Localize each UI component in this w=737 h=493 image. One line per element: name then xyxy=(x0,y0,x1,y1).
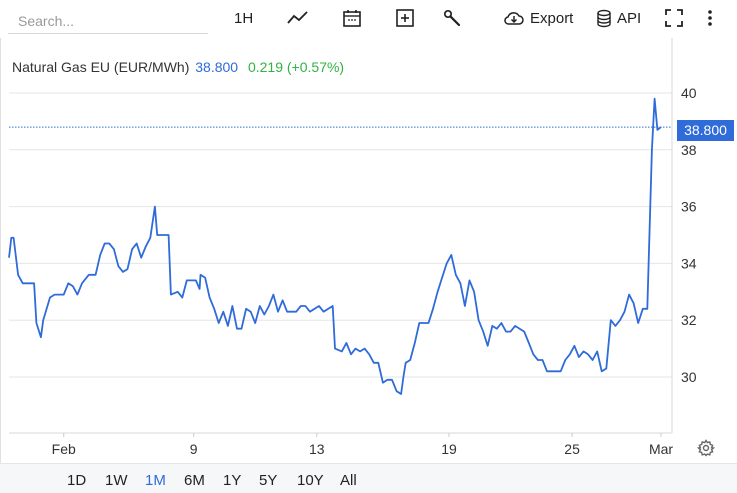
y-tick-label: 38 xyxy=(681,142,697,158)
x-tick-label: 25 xyxy=(564,441,580,457)
fullscreen-icon xyxy=(665,9,683,27)
range-6m-button[interactable]: 6M xyxy=(184,472,205,489)
date-range-button[interactable] xyxy=(342,6,362,30)
range-1d-button[interactable]: 1D xyxy=(67,472,87,489)
api-button[interactable]: API xyxy=(596,6,641,30)
x-tick-label: 13 xyxy=(309,441,325,457)
calendar-icon xyxy=(343,10,361,27)
add-indicator-button[interactable] xyxy=(395,6,415,30)
chart-grid xyxy=(9,92,672,378)
last-price-tag: 38.800 xyxy=(677,120,734,141)
range-1m-button[interactable]: 1M xyxy=(145,472,166,489)
chart-type-button[interactable] xyxy=(287,6,309,30)
toolbar: 1H Export xyxy=(0,0,737,38)
range-1y-button[interactable]: 1Y xyxy=(223,472,242,489)
price-change: 0.219 (+0.57%) xyxy=(247,59,345,75)
more-vertical-icon xyxy=(708,10,712,26)
cloud-download-icon xyxy=(504,12,524,25)
y-tick-label: 32 xyxy=(681,312,697,328)
y-tick-label: 36 xyxy=(681,199,697,215)
x-tick-label: 19 xyxy=(441,441,457,457)
x-tick-label: 9 xyxy=(190,441,198,457)
x-axis: Feb 9 13 19 25 Mar xyxy=(9,432,673,457)
api-label: API xyxy=(617,9,642,27)
export-label: Export xyxy=(530,9,574,27)
interval-label: 1H xyxy=(234,9,254,27)
wrench-icon xyxy=(443,9,461,27)
tools-button[interactable] xyxy=(442,6,462,30)
x-tick-label: Feb xyxy=(52,441,76,457)
y-tick-label: 34 xyxy=(681,255,697,271)
price-series-line xyxy=(8,97,662,395)
range-10y-button[interactable]: 10Y xyxy=(297,472,324,489)
instrument-name: Natural Gas EU (EUR/MWh) xyxy=(12,59,190,75)
range-5y-button[interactable]: 5Y xyxy=(259,472,278,489)
y-tick-label: 30 xyxy=(681,369,697,385)
export-button[interactable]: Export xyxy=(503,6,573,30)
gear-icon[interactable] xyxy=(697,439,715,457)
price-chart[interactable]: Feb 9 13 19 25 Mar 30 32 34 36 38 40 xyxy=(0,0,737,463)
range-1w-button[interactable]: 1W xyxy=(105,472,128,489)
last-price: 38.800 xyxy=(195,59,239,75)
line-chart-icon xyxy=(287,11,308,24)
y-tick-label: 40 xyxy=(681,85,697,101)
instrument-header: Natural Gas EU (EUR/MWh) 38.800 0.219 (+… xyxy=(12,59,344,75)
more-options-button[interactable] xyxy=(705,6,715,30)
add-box-icon xyxy=(396,9,414,27)
range-selector: 1D 1W 1M 6M 1Y 5Y 10Y All xyxy=(0,463,737,493)
range-all-button[interactable]: All xyxy=(340,472,357,489)
fullscreen-button[interactable] xyxy=(664,6,684,30)
interval-button[interactable]: 1H xyxy=(234,6,253,30)
y-axis: 30 32 34 36 38 40 xyxy=(671,38,697,433)
search-input[interactable] xyxy=(8,8,208,34)
x-tick-label: Mar xyxy=(649,441,673,457)
chart-frame xyxy=(0,38,737,493)
database-icon xyxy=(597,9,611,27)
